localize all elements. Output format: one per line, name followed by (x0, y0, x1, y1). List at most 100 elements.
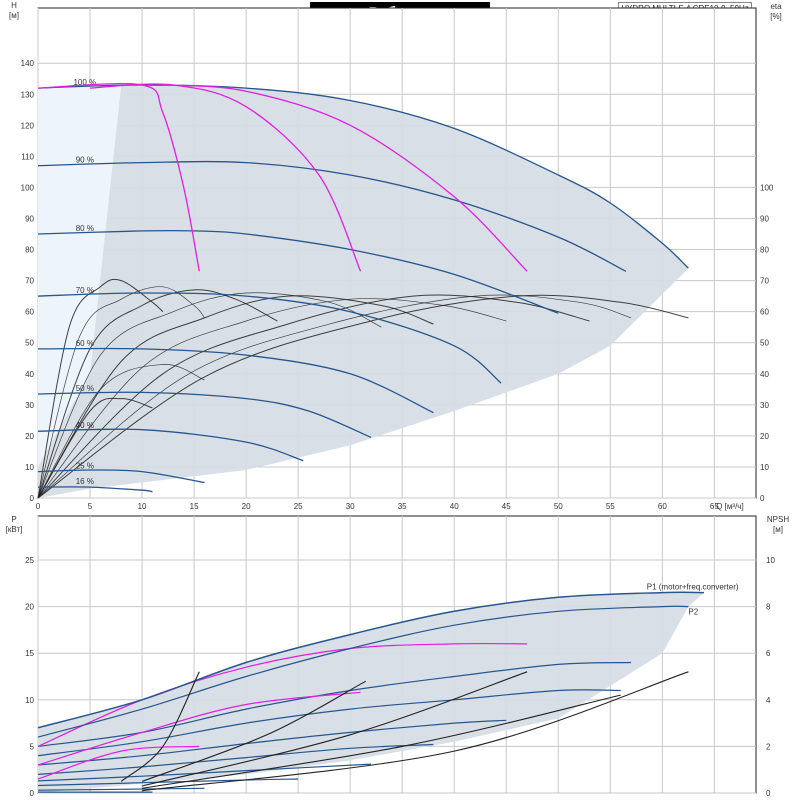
eta-tick-label: 100 (760, 183, 774, 192)
x-tick-label: 5 (88, 502, 93, 511)
top-light-envelope (38, 84, 122, 467)
system-power-curve (37, 642, 528, 747)
x-tick-label: 40 (450, 502, 459, 511)
p-tick-label: 10 (25, 696, 34, 705)
system-power-curve (37, 691, 361, 766)
y-tick-label: 120 (21, 121, 35, 130)
bottom-operating-envelope (38, 592, 704, 793)
efficiency-curve (37, 397, 153, 499)
y-tick-label: 90 (25, 214, 34, 223)
power-curve (37, 689, 621, 757)
y-tick-label: 30 (25, 401, 34, 410)
efficiency-curve (37, 294, 689, 499)
y-tick-label: 80 (25, 246, 34, 255)
speed-curve-label: 60 % (76, 339, 94, 348)
x-tick-label: 0 (36, 502, 41, 511)
speed-curve (37, 391, 372, 438)
power-curve (37, 787, 205, 791)
speed-curve-label: 90 % (76, 156, 94, 165)
y-tick-label: 50 (25, 339, 34, 348)
p1-curve (37, 591, 705, 729)
efficiency-curve (37, 289, 278, 499)
eta-axis-unit: [%] (770, 12, 782, 21)
x-tick-label: 25 (294, 502, 303, 511)
speed-curve (37, 428, 304, 462)
eta-tick-label: 20 (760, 432, 769, 441)
x-tick-label: 60 (658, 502, 667, 511)
npsh-tick-label: 2 (766, 742, 771, 751)
speed-curve (37, 486, 153, 493)
speed-curve-label: 70 % (76, 286, 94, 295)
speed-curve (37, 84, 689, 269)
efficiency-curve (37, 294, 590, 499)
speed-curve (37, 160, 627, 272)
eta-axis-label: eta (770, 2, 782, 11)
y-tick-label: 70 (25, 277, 34, 286)
npsh-tick-label: 10 (766, 556, 775, 565)
efficiency-curve (37, 364, 205, 499)
y-tick-label: 40 (25, 370, 34, 379)
system-curve (162, 84, 528, 272)
x-tick-label: 65 (710, 502, 719, 511)
x-tick-label: 30 (346, 502, 355, 511)
efficiency-curve (37, 295, 434, 499)
speed-curve (37, 347, 434, 414)
y-tick-label: 10 (25, 463, 34, 472)
system-curve (37, 83, 200, 272)
p-tick-label: 15 (25, 649, 34, 658)
x-tick-label: 35 (398, 502, 407, 511)
speed-curve (37, 292, 502, 384)
x-tick-label: 55 (606, 502, 615, 511)
speed-curve-label: 25 % (76, 462, 94, 471)
eta-tick-label: 70 (760, 277, 769, 286)
npsh-tick-label: 8 (766, 603, 771, 612)
eta-tick-label: 50 (760, 339, 769, 348)
speed-curve-label: 40 % (76, 421, 94, 430)
x-tick-label: 10 (138, 502, 147, 511)
npsh-curve (142, 694, 621, 789)
efficiency-curve (37, 286, 205, 499)
eta-tick-label: 80 (760, 246, 769, 255)
npsh-tick-label: 0 (766, 789, 771, 798)
h-axis-label: H (11, 1, 17, 10)
y-tick-label: 0 (30, 494, 35, 503)
p-axis-unit: [кВт] (6, 525, 23, 534)
npsh-tick-label: 4 (766, 696, 771, 705)
x-tick-label: 45 (502, 502, 511, 511)
x-tick-label: 50 (554, 502, 563, 511)
system-curve (89, 83, 362, 272)
efficiency-curve (37, 278, 164, 499)
npsh-axis-label: NPSH (767, 515, 789, 524)
p2-curve (37, 605, 689, 738)
npsh-curve (141, 680, 367, 782)
eta-tick-label: 60 (760, 308, 769, 317)
efficiency-curve (37, 292, 382, 499)
system-power-curve (37, 745, 200, 780)
eta-tick-label: 0 (760, 494, 765, 503)
npsh-curve (142, 671, 689, 792)
eta-tick-label: 10 (760, 463, 769, 472)
npsh-curve (120, 671, 200, 782)
speed-curve-label: 100 % (73, 78, 96, 87)
eta-tick-label: 90 (760, 214, 769, 223)
speed-curve-label: 80 % (76, 224, 94, 233)
speed-curve (37, 229, 559, 314)
p-tick-label: 0 (30, 789, 35, 798)
npsh-curve (141, 671, 528, 787)
p2-label: P2 (688, 608, 698, 617)
p-tick-label: 5 (30, 742, 35, 751)
y-tick-label: 110 (21, 152, 34, 161)
y-tick-label: 100 (21, 183, 35, 192)
speed-curve (37, 469, 205, 484)
p-tick-label: 20 (25, 603, 34, 612)
npsh-tick-label: 6 (766, 649, 771, 658)
eta-tick-label: 30 (760, 401, 769, 410)
speed-curve-label: 16 % (76, 477, 94, 486)
p1-label: P1 (motor+freq.converter) (647, 583, 739, 592)
y-tick-label: 130 (21, 90, 35, 99)
y-tick-label: 20 (25, 432, 34, 441)
h-axis-unit: [м] (9, 11, 19, 20)
npsh-axis-unit: [м] (773, 525, 783, 534)
x-axis-label: Q [м³/ч] (716, 502, 743, 511)
y-tick-label: 60 (25, 308, 34, 317)
